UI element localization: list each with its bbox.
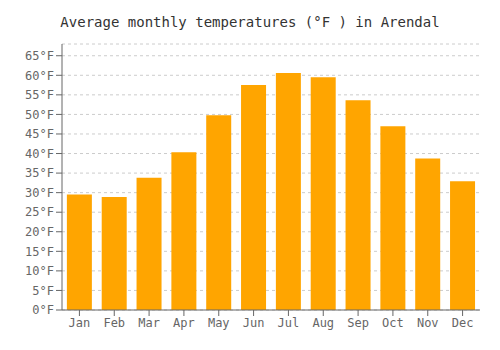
svg-text:Aug: Aug: [312, 316, 334, 330]
svg-text:45°F: 45°F: [25, 127, 54, 141]
svg-text:Jun: Jun: [243, 316, 265, 330]
svg-text:Apr: Apr: [173, 316, 195, 330]
svg-text:Feb: Feb: [103, 316, 125, 330]
svg-text:65°F: 65°F: [25, 49, 54, 63]
svg-text:20°F: 20°F: [25, 225, 54, 239]
svg-text:50°F: 50°F: [25, 108, 54, 122]
svg-text:Jan: Jan: [69, 316, 91, 330]
svg-text:Oct: Oct: [382, 316, 404, 330]
svg-text:40°F: 40°F: [25, 147, 54, 161]
svg-text:60°F: 60°F: [25, 69, 54, 83]
svg-text:35°F: 35°F: [25, 166, 54, 180]
svg-text:Dec: Dec: [452, 316, 474, 330]
svg-text:Mar: Mar: [138, 316, 160, 330]
svg-text:May: May: [208, 316, 230, 330]
svg-text:5°F: 5°F: [32, 284, 54, 298]
svg-text:30°F: 30°F: [25, 186, 54, 200]
svg-text:25°F: 25°F: [25, 205, 54, 219]
html-text:Average monthly temperatures (: Average monthly temperatures (°F ) in Ar…: [60, 14, 440, 30]
svg-text:10°F: 10°F: [25, 264, 54, 278]
svg-text:15°F: 15°F: [25, 245, 54, 259]
svg-text:Nov: Nov: [417, 316, 439, 330]
svg-text:55°F: 55°F: [25, 88, 54, 102]
svg-text:Jul: Jul: [278, 316, 300, 330]
svg-text:0°F: 0°F: [32, 303, 54, 317]
svg-text:Sep: Sep: [347, 316, 369, 330]
